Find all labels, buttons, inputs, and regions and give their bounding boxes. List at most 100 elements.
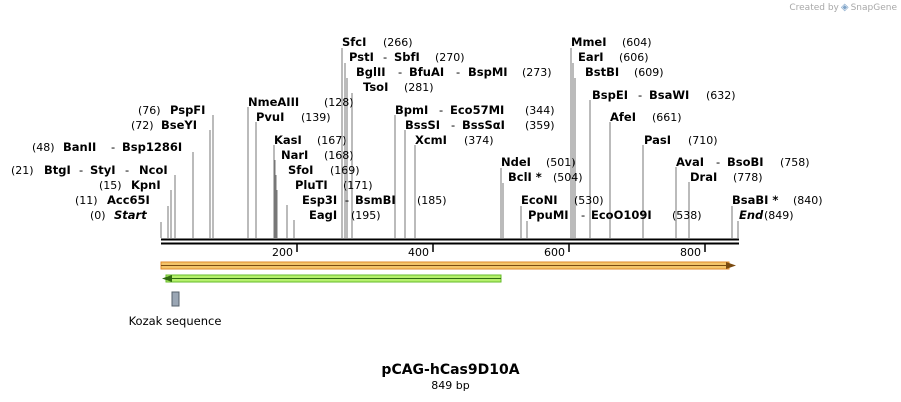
svg-text:(169): (169) (330, 164, 360, 177)
svg-text:(359): (359) (525, 119, 555, 132)
svg-text:(606): (606) (619, 51, 649, 64)
site-ndei[interactable]: NdeI (501) (501, 155, 576, 169)
svg-text:(270): (270) (435, 51, 465, 64)
site-bsssi[interactable]: BssSI - BssSαI (359) (405, 118, 555, 132)
site-afei[interactable]: AfeI (661) (610, 110, 682, 124)
kozak-label: Kozak sequence (129, 314, 222, 328)
svg-text:NdeI: NdeI (501, 155, 531, 169)
snapgene-logo-icon: ◈ (840, 2, 849, 13)
svg-text:-: - (79, 163, 83, 177)
svg-text:SfcI: SfcI (342, 35, 366, 49)
kozak-feature-box[interactable] (171, 291, 180, 307)
feature-arrow-orange[interactable] (160, 261, 736, 270)
site-btgi[interactable]: (21) BtgI - StyI - NcoI (11, 163, 168, 177)
site-nari[interactable]: NarI (168) (281, 148, 354, 162)
site-leader-lines (160, 48, 739, 238)
svg-text:SbfI: SbfI (394, 50, 420, 64)
svg-text:-: - (456, 65, 460, 79)
svg-text:(185): (185) (417, 194, 447, 207)
svg-text:BsaBI *: BsaBI * (732, 193, 778, 207)
svg-text:(48): (48) (32, 141, 55, 154)
svg-text:AvaI: AvaI (676, 155, 704, 169)
ruler-tick-label: 600 (544, 246, 565, 259)
svg-text:-: - (638, 88, 642, 102)
svg-text:MmeI: MmeI (571, 35, 607, 49)
site-pasi[interactable]: PasI (710) (644, 133, 718, 147)
svg-text:Start: Start (114, 208, 147, 222)
svg-text:(609): (609) (634, 66, 664, 79)
site-kasi[interactable]: KasI (167) (274, 133, 347, 147)
svg-text:BssSαI: BssSαI (462, 118, 505, 132)
site-bspei[interactable]: BspEI - BsaWI (632) (592, 88, 736, 102)
svg-text:(504): (504) (553, 171, 583, 184)
svg-text:(21): (21) (11, 164, 34, 177)
svg-text:Esp3I: Esp3I (302, 193, 337, 207)
site-nmeaiii[interactable]: NmeAIII (128) (248, 95, 354, 109)
site-drai[interactable]: DraI (778) (690, 170, 763, 184)
svg-text:NarI: NarI (281, 148, 308, 162)
ruler-tick-label: 200 (272, 246, 293, 259)
svg-text:(76): (76) (138, 104, 161, 117)
svg-text:BspEI: BspEI (592, 88, 628, 102)
site-esp3i[interactable]: Esp3I - BsmBI (185) (302, 193, 447, 207)
site-bcli[interactable]: BclI * (504) (508, 170, 583, 184)
site-pvui[interactable]: PvuI (139) (256, 110, 331, 124)
svg-text:SfoI: SfoI (288, 163, 313, 177)
site-tsoi[interactable]: TsoI (281) (363, 80, 434, 94)
svg-text:EcoNI: EcoNI (521, 193, 557, 207)
site-mmei[interactable]: MmeI (604) (571, 35, 652, 49)
feature-arrow-green[interactable] (162, 274, 502, 283)
site-eari[interactable]: EarI (606) (578, 50, 649, 64)
site-bpmi[interactable]: BpmI - Eco57MI (344) (395, 103, 555, 117)
ruler-tick-label: 800 (680, 246, 701, 259)
site-kpni[interactable]: (15) KpnI (99, 178, 161, 192)
site-econi[interactable]: EcoNI (530) (521, 193, 604, 207)
site-bseyi[interactable]: (72) BseYI (131, 118, 197, 132)
svg-text:(501): (501) (546, 156, 576, 169)
svg-text:NmeAIII: NmeAIII (248, 95, 299, 109)
svg-text:XcmI: XcmI (415, 133, 447, 147)
site-psti[interactable]: PstI - SbfI (270) (349, 50, 465, 64)
site-ppumi[interactable]: PpuMI - EcoO109I (538) (528, 208, 702, 222)
ruler-tick-label: 400 (408, 246, 429, 259)
credit-prefix: Created by (789, 2, 839, 13)
svg-text:(171): (171) (343, 179, 373, 192)
site-bglii[interactable]: BglII - BfuAI - BspMI (273) (356, 65, 552, 79)
map-title: pCAG-hCas9D10A (381, 362, 520, 378)
svg-text:(195): (195) (351, 209, 381, 222)
svg-text:(281): (281) (404, 81, 434, 94)
svg-text:-: - (439, 103, 443, 117)
svg-text:-: - (383, 50, 387, 64)
site-sfci[interactable]: SfcI (266) (342, 35, 413, 49)
svg-text:-: - (111, 140, 115, 154)
svg-text:(168): (168) (324, 149, 354, 162)
svg-text:BspMI: BspMI (468, 65, 508, 79)
svg-text:(266): (266) (383, 36, 413, 49)
svg-text:PspFI: PspFI (170, 103, 205, 117)
svg-text:EcoO109I: EcoO109I (591, 208, 652, 222)
site-banii[interactable]: (48) BanII - Bsp1286I (32, 140, 182, 154)
site-acc65i[interactable]: (11) Acc65I (75, 193, 150, 207)
site-bstbi[interactable]: BstBI (609) (585, 65, 664, 79)
svg-text:-: - (125, 163, 129, 177)
site-bsabi[interactable]: BsaBI * (840) (732, 193, 823, 207)
svg-text:StyI: StyI (90, 163, 116, 177)
site-pspfi[interactable]: (76) PspFI (138, 103, 205, 117)
svg-text:PluTI: PluTI (295, 178, 328, 192)
svg-text:(0): (0) (90, 209, 106, 222)
svg-text:-: - (398, 65, 402, 79)
site-xcmi[interactable]: XcmI (374) (415, 133, 494, 147)
site-eagi[interactable]: EagI (195) (309, 208, 381, 222)
snapgene-credit: Created by ◈ SnapGene (789, 2, 897, 13)
site-end[interactable]: End (849) (739, 208, 794, 222)
svg-text:(530): (530) (574, 194, 604, 207)
svg-text:DraI: DraI (690, 170, 717, 184)
site-sfoi[interactable]: SfoI (169) (288, 163, 360, 177)
site-pluti[interactable]: PluTI (171) (295, 178, 373, 192)
credit-brand: SnapGene (850, 2, 897, 13)
site-start[interactable]: (0) Start (90, 208, 147, 222)
svg-text:BsoBI: BsoBI (727, 155, 764, 169)
site-avai[interactable]: AvaI - BsoBI (758) (676, 155, 810, 169)
svg-text:BpmI: BpmI (395, 103, 428, 117)
